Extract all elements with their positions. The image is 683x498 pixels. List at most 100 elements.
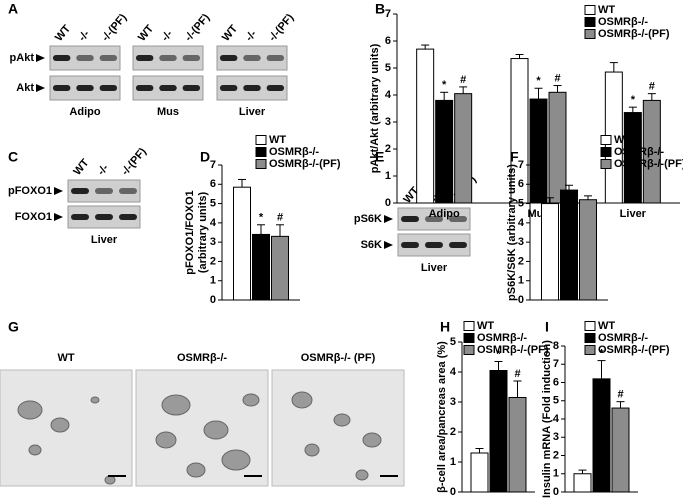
blot-band	[76, 55, 94, 61]
y-tick-label: 4	[385, 89, 392, 101]
y-tick-label: 0	[210, 294, 216, 306]
y-tick-label: 2	[385, 143, 391, 155]
x-tick-label: Liver	[620, 208, 647, 220]
lane-label: WT	[220, 23, 240, 44]
blot-band	[243, 55, 261, 61]
y-axis-label: Insulin mRNA (Fold induction)	[541, 340, 553, 498]
blot-band	[401, 216, 419, 222]
legend-swatch	[584, 333, 596, 343]
histology-image	[271, 369, 405, 487]
legend-label: OSMRβ-/-(PF)	[598, 28, 670, 40]
bar	[573, 473, 592, 493]
panel-letter: B	[375, 1, 385, 17]
legend-swatch	[463, 345, 475, 355]
legend-label: WT	[477, 320, 494, 332]
blot-band	[401, 242, 419, 248]
panel-letter: A	[8, 1, 18, 17]
lane-label: -/-(PF)	[119, 145, 149, 177]
lane-label: WT	[53, 23, 73, 44]
legend-label: WT	[614, 134, 631, 146]
significance-mark: *	[631, 94, 636, 106]
panel-letter: C	[8, 149, 18, 165]
legend-label: OSMRβ-/-(PF)	[269, 158, 341, 170]
panel-letter: G	[8, 319, 19, 335]
legend-swatch	[584, 5, 596, 15]
row-label: pAkt	[10, 52, 35, 64]
blot-band	[449, 216, 467, 222]
y-tick-label: 2	[450, 426, 456, 438]
row-label: pFOXO1	[8, 185, 52, 197]
lane-label: -/-(PF)	[267, 11, 297, 43]
islet	[90, 396, 100, 404]
blot-band	[99, 55, 118, 61]
legend-label: OSMRβ-/-(PF)	[598, 344, 670, 356]
bar	[454, 93, 473, 204]
y-tick-label: 0	[385, 197, 391, 209]
blot-band	[71, 214, 89, 220]
y-tick-label: 1	[553, 468, 559, 480]
legend-swatch	[600, 135, 612, 145]
y-tick-label: 4	[518, 217, 525, 229]
y-tick-label: 3	[385, 116, 391, 128]
bar	[623, 112, 642, 204]
legend-label: OSMRβ-/-	[269, 146, 319, 158]
y-tick-label: 5	[518, 197, 524, 209]
arrow	[54, 187, 63, 195]
significance-mark: #	[649, 81, 655, 93]
legend-label: OSMRβ-/-	[614, 146, 664, 158]
blot-band	[135, 55, 154, 61]
legend-swatch	[463, 321, 475, 331]
blot-band	[135, 85, 154, 91]
islet	[291, 391, 313, 409]
blot-band	[159, 85, 177, 91]
bar	[611, 407, 630, 493]
tissue-label: Liver	[91, 234, 118, 246]
blot-band	[99, 85, 118, 91]
legend-swatch	[584, 321, 596, 331]
lane-label: -/-	[243, 28, 259, 44]
bar	[252, 233, 270, 301]
y-tick-label: 2	[210, 255, 216, 267]
blot-band	[95, 188, 113, 194]
bar	[529, 98, 548, 204]
legend-label: WT	[598, 320, 615, 332]
islet	[221, 449, 251, 471]
lane-label: WT	[71, 157, 91, 178]
panel-letter: E	[375, 149, 384, 165]
significance-mark: #	[617, 389, 623, 401]
y-tick-label: 5	[450, 336, 456, 348]
legend-label: OSMRβ-/-(PF)	[614, 158, 683, 170]
blot-band	[52, 85, 71, 91]
blot-band	[159, 55, 177, 61]
tissue-label: Liver	[239, 106, 266, 118]
y-tick-label: 8	[553, 340, 559, 352]
y-tick-label: 1	[385, 170, 391, 182]
significance-mark: *	[259, 212, 264, 224]
islet	[186, 462, 206, 478]
blot-band	[243, 85, 261, 91]
y-tick-label: 1	[518, 275, 524, 287]
blot-band	[266, 85, 285, 91]
panel-letter: I	[545, 319, 549, 335]
bar	[510, 58, 529, 204]
y-axis-label: pAkt/Akt (arbitrary units)	[369, 43, 381, 173]
bar	[541, 203, 559, 301]
y-tick-label: 4	[210, 217, 217, 229]
islet	[50, 417, 70, 433]
legend-label: OSMRβ-/-	[598, 332, 648, 344]
islet	[28, 444, 42, 456]
legend-swatch	[584, 29, 596, 39]
x-tick-label: Adipo	[429, 208, 460, 220]
row-label: Akt	[16, 82, 34, 94]
y-tick-label: 1	[210, 275, 216, 287]
blot-band	[219, 55, 238, 61]
y-tick-label: 6	[385, 35, 391, 47]
islet	[161, 394, 191, 416]
legend-swatch	[600, 159, 612, 169]
lane-label: -/-	[76, 28, 92, 44]
significance-mark: #	[554, 72, 560, 84]
bar	[271, 235, 289, 301]
blot-band	[425, 242, 443, 248]
y-tick-label: 7	[518, 159, 524, 171]
